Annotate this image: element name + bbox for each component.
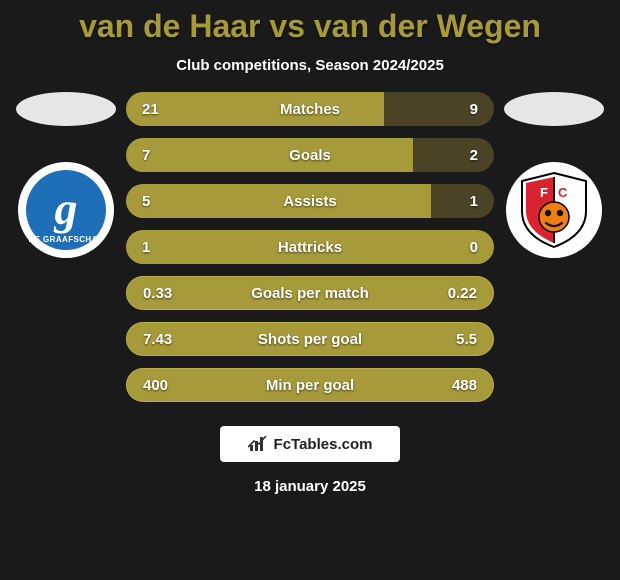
comparison-panel: g DE GRAAFSCHAP 219Matches 72Goals 51Assis… (0, 92, 620, 402)
left-club-glyph: g (55, 182, 78, 235)
chart-icon (248, 435, 268, 453)
left-player-photo (16, 92, 116, 126)
left-player-column: g DE GRAAFSCHAP (6, 92, 126, 258)
stat-label: Matches (126, 101, 494, 118)
stat-row: 400488Min per goal (126, 368, 494, 402)
stat-label: Hattricks (126, 239, 494, 256)
stat-row: 10Hattricks (126, 230, 494, 264)
date-text: 18 january 2025 (0, 478, 620, 495)
stat-row: 219Matches (126, 92, 494, 126)
left-club-badge: g DE GRAAFSCHAP (18, 162, 114, 258)
left-club-badge-inner: g DE GRAAFSCHAP (26, 170, 106, 250)
right-club-badge: F C (506, 162, 602, 258)
stat-label: Min per goal (127, 377, 493, 394)
stat-label: Goals (126, 147, 494, 164)
stat-row: 0.330.22Goals per match (126, 276, 494, 310)
page-title: van de Haar vs van der Wegen (0, 0, 620, 45)
stat-bars: 219Matches 72Goals 51Assists 10Hattricks 0.3… (126, 92, 494, 402)
right-player-column: F C (494, 92, 614, 258)
stat-label: Shots per goal (127, 331, 493, 348)
stat-row: 7.435.5Shots per goal (126, 322, 494, 356)
stat-label: Assists (126, 193, 494, 210)
stat-row: 51Assists (126, 184, 494, 218)
stat-label: Goals per match (127, 285, 493, 302)
svg-text:F: F (540, 185, 548, 200)
right-player-photo (504, 92, 604, 126)
right-club-shield-icon: F C (518, 171, 590, 249)
subtitle: Club competitions, Season 2024/2025 (0, 57, 620, 74)
brand-badge[interactable]: FcTables.com (220, 426, 400, 462)
left-club-name: DE GRAAFSCHAP (29, 235, 104, 244)
brand-text: FcTables.com (274, 436, 373, 453)
svg-text:C: C (558, 185, 568, 200)
stat-row: 72Goals (126, 138, 494, 172)
